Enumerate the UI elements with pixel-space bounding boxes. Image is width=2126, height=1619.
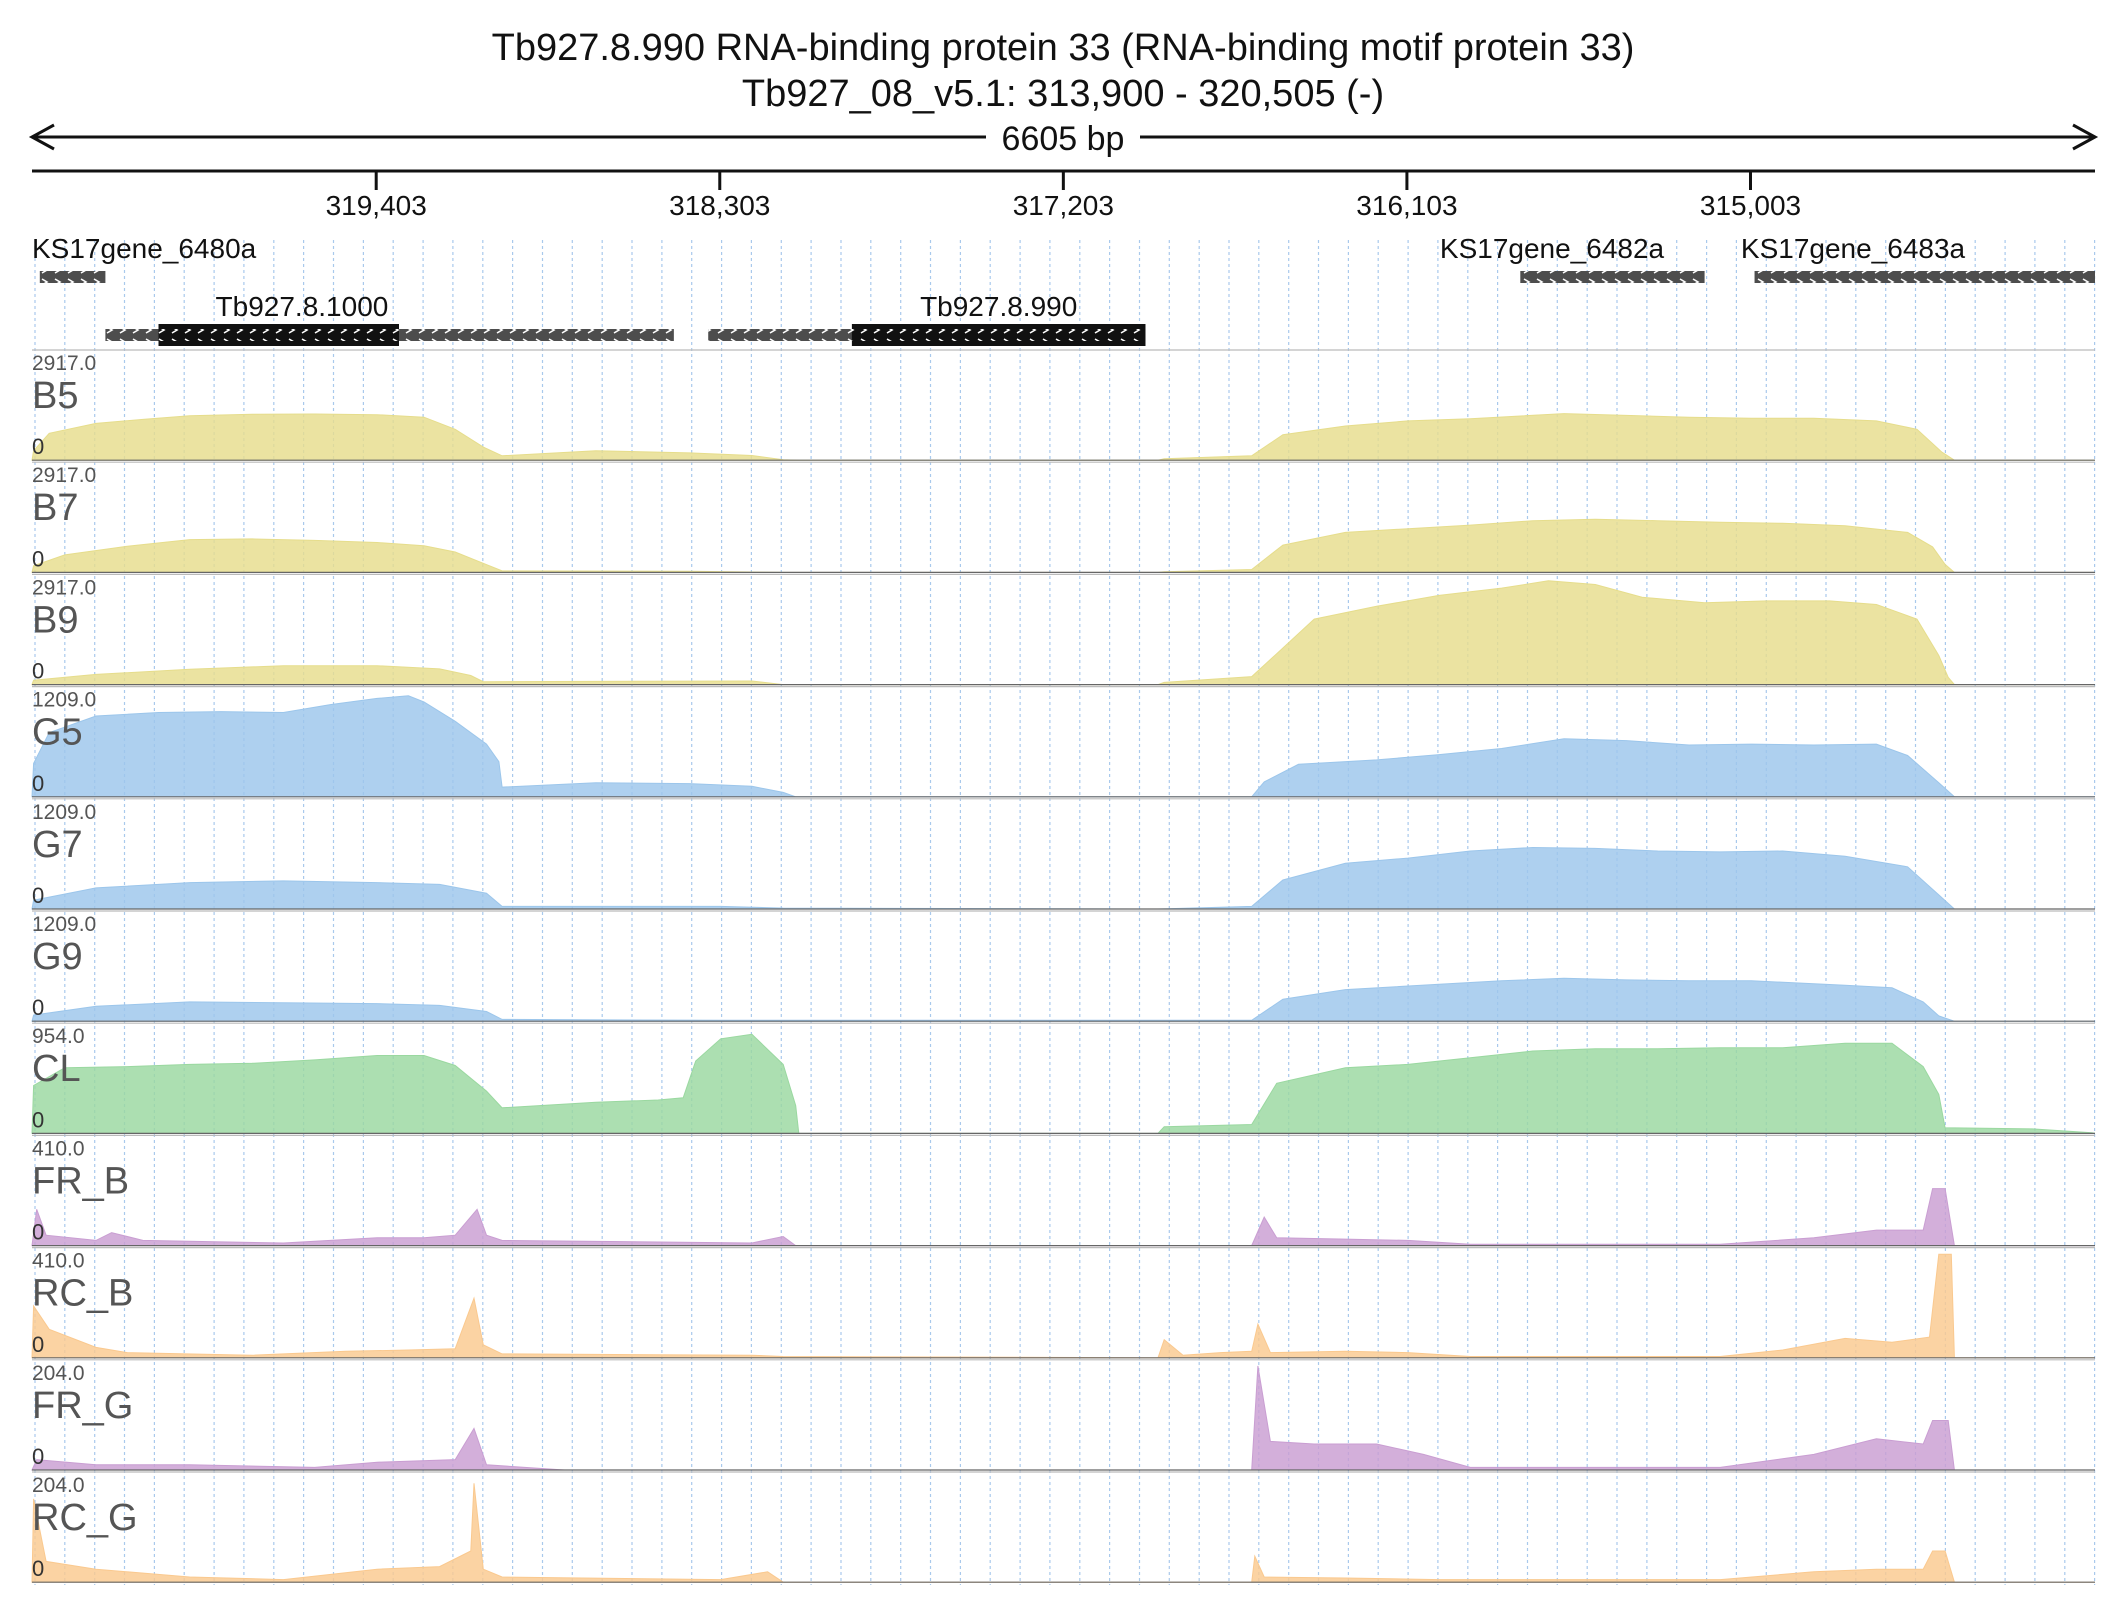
track-name-label: G7 [32, 824, 83, 866]
plot-title: Tb927.8.990 RNA-binding protein 33 (RNA-… [492, 27, 1635, 69]
plot-subtitle-locus: Tb927_08_v5.1: 313,900 - 320,505 (-) [742, 73, 1384, 115]
span-arrow: 6605 bp [28, 120, 2099, 158]
track-ymin-label: 0 [32, 1107, 44, 1132]
track-ymin-label: 0 [32, 434, 44, 459]
gene-strand-arrows [39, 271, 106, 283]
coverage-area [31, 413, 2095, 461]
track-rc-b: 410.0RC_B 0 [31, 1246, 2095, 1359]
gene-label: Tb927.8.990 [920, 291, 1077, 322]
grid-lines [34, 240, 2096, 1585]
track-name-label: B9 [32, 599, 78, 641]
track-ymin-label: 0 [32, 1220, 44, 1245]
track-ymax-label: 1209.0 [32, 913, 96, 936]
span-arrow-head-right [2072, 123, 2099, 151]
gene-label: KS17gene_6482a [1440, 233, 1665, 264]
gene-label: KS17gene_6480a [32, 233, 257, 264]
track-ymin-label: 0 [32, 546, 44, 571]
track-name-label: FR_B [32, 1160, 129, 1202]
gene-strand-arrows [1520, 271, 1705, 283]
ruler-tick-label: 317,203 [1013, 190, 1114, 221]
track-name-label: B7 [32, 487, 78, 529]
coverage-area [31, 1188, 2095, 1247]
track-ymax-label: 2917.0 [32, 464, 96, 487]
coverage-area [31, 1483, 2095, 1583]
track-g5: 1209.0G5 0 [31, 685, 2095, 798]
gene-ks17gene_6480a: KS17gene_6480a [32, 233, 257, 283]
track-fr-b: 410.0FR_B 0 [31, 1134, 2095, 1247]
gene-strand-arrows [1754, 271, 2095, 283]
coverage-area [31, 846, 2095, 910]
coverage-area [31, 1365, 2095, 1471]
track-b7: 2917.0B7 0 [31, 461, 2095, 574]
track-name-label: FR_G [32, 1385, 133, 1427]
track-name-label: G5 [32, 712, 83, 754]
gene-label: KS17gene_6483a [1741, 233, 1966, 264]
track-ymax-label: 1209.0 [32, 689, 96, 712]
track-name-label: RC_G [32, 1497, 138, 1539]
track-b5: 2917.0B5 0 [31, 349, 2095, 461]
gene-ks17gene_6483a: KS17gene_6483a [1741, 233, 2095, 283]
track-fr-g: 204.0FR_G 0 [31, 1359, 2095, 1471]
coverage-tracks: 2917.0B502917.0B702917.0B901209.0G501209… [31, 349, 2096, 1583]
track-ymin-label: 0 [32, 659, 44, 684]
ruler-tick-label: 315,003 [1700, 190, 1801, 221]
coverage-area [31, 580, 2095, 686]
track-ymax-label: 410.0 [32, 1137, 85, 1160]
gene-ks17gene_6482a: KS17gene_6482a [1440, 233, 1705, 283]
gene-annotation-track: KS17gene_6480a Tb927.8.1000 Tb927.8.990 KS1… [32, 233, 2095, 346]
ruler-tick-label: 318,303 [669, 190, 770, 221]
track-ymin-label: 0 [32, 1556, 44, 1581]
track-name-label: G9 [32, 936, 83, 978]
track-b9: 2917.0B9 0 [31, 573, 2095, 686]
ruler-tick-label: 319,403 [326, 190, 427, 221]
track-ymin-label: 0 [32, 771, 44, 796]
gene-strand-arrows [708, 329, 1146, 341]
track-g7: 1209.0G7 0 [31, 798, 2095, 910]
gene-tb927-8-990: Tb927.8.990 [708, 291, 1146, 346]
coverage-area [31, 695, 2095, 798]
track-ymax-label: 1209.0 [32, 801, 96, 824]
track-ymin-label: 0 [32, 995, 44, 1020]
track-ymin-label: 0 [32, 1332, 44, 1357]
track-ymax-label: 2917.0 [32, 352, 96, 375]
coverage-area [31, 1253, 2095, 1359]
track-ymax-label: 204.0 [32, 1362, 85, 1385]
coverage-area [31, 1033, 2096, 1134]
track-rc-g: 204.0RC_G 0 [31, 1471, 2095, 1583]
gene-tb927-8-1000: Tb927.8.1000 [105, 291, 674, 346]
coordinate-ruler: 319,403 318,303 317,203 316,103 315,003 [32, 169, 2095, 221]
track-ymax-label: 2917.0 [32, 576, 96, 599]
track-ymax-label: 410.0 [32, 1250, 85, 1273]
track-name-label: CL [32, 1048, 81, 1090]
ruler-tick-label: 316,103 [1356, 190, 1457, 221]
coverage-area [31, 977, 2095, 1022]
gene-label: Tb927.8.1000 [216, 291, 389, 322]
coverage-area [31, 518, 2095, 573]
track-ymax-label: 954.0 [32, 1025, 85, 1048]
track-cl: 954.0CL 0 [31, 1022, 2096, 1135]
track-ymin-label: 0 [32, 1444, 44, 1469]
track-name-label: RC_B [32, 1273, 133, 1315]
track-ymin-label: 0 [32, 883, 44, 908]
track-g9: 1209.0G9 0 [31, 910, 2095, 1022]
span-arrow-head-left [28, 123, 55, 151]
track-name-label: B5 [32, 375, 78, 417]
gene-strand-arrows [105, 329, 674, 341]
span-length-label: 6605 bp [1002, 120, 1125, 158]
track-ymax-label: 204.0 [32, 1474, 85, 1497]
